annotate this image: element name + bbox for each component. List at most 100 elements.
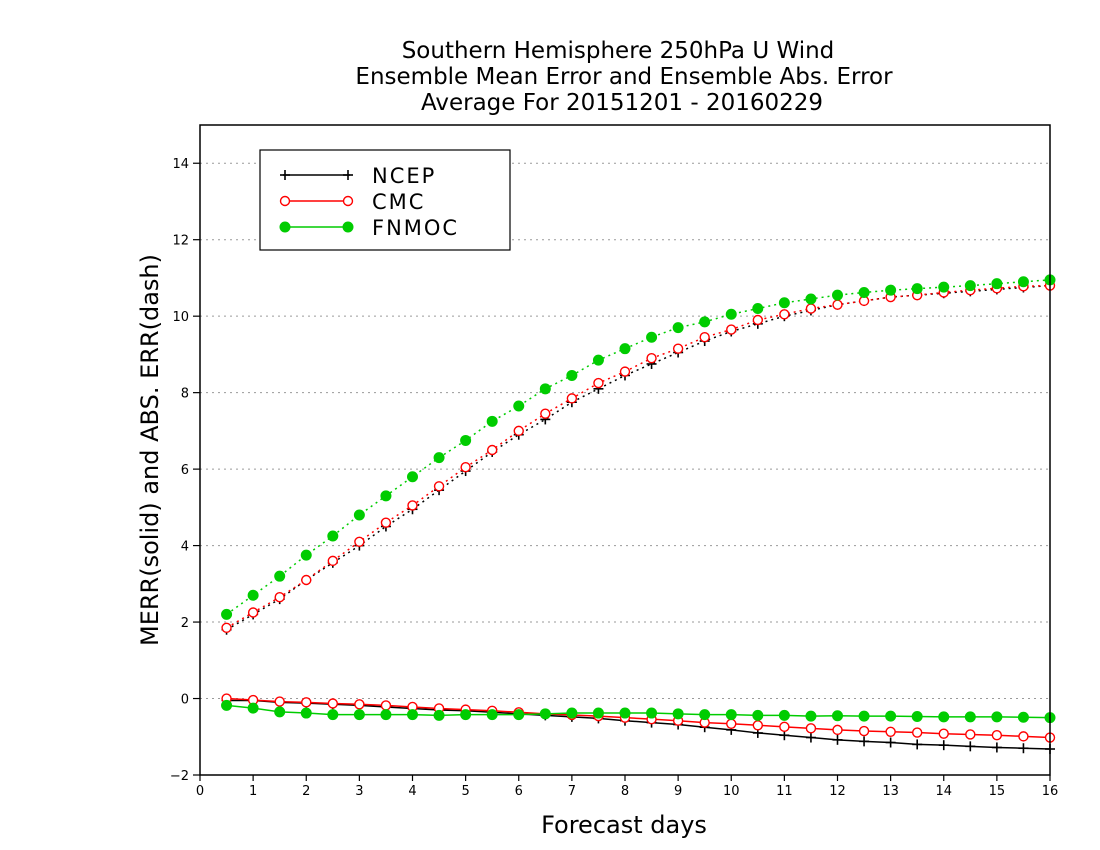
- y-axis-label: MERR(solid) and ABS. ERR(dash): [136, 254, 164, 646]
- merr-point: [353, 709, 365, 721]
- merr-point: [592, 707, 604, 719]
- x-tick-label: 14: [935, 784, 952, 799]
- x-tick-label: 10: [723, 784, 740, 799]
- chart-title: Southern Hemisphere 250hPa U Wind Ensemb…: [355, 38, 893, 116]
- series-fnmoc-abs-err: [221, 274, 1056, 620]
- merr-point: [991, 730, 1003, 741]
- y-tick-label: 10: [172, 310, 189, 325]
- y-tick-label: 8: [181, 387, 189, 402]
- merr-line: [226, 704, 1051, 719]
- series-fnmoc-merr: [221, 699, 1056, 724]
- merr-point: [513, 709, 525, 721]
- y-tick-label: 6: [181, 463, 189, 478]
- merr-point: [885, 737, 896, 748]
- merr-point: [433, 709, 445, 721]
- abs-err-point: [672, 322, 684, 334]
- series: [221, 274, 1056, 754]
- abs-err-point: [513, 400, 525, 412]
- merr-point: [672, 708, 684, 720]
- legend-label: FNMOC: [372, 216, 459, 240]
- merr-point: [991, 711, 1003, 723]
- y-tick-label: 12: [172, 234, 189, 249]
- x-tick-label: 7: [568, 784, 576, 799]
- merr-point: [911, 727, 923, 738]
- abs-err-point: [247, 589, 259, 601]
- legend-marker-right: [343, 170, 353, 180]
- merr-point: [752, 709, 764, 721]
- abs-err-point: [646, 331, 658, 343]
- merr-point: [1018, 743, 1029, 754]
- legend-marker-right: [342, 195, 354, 207]
- merr-point: [938, 740, 949, 751]
- merr-point: [779, 721, 790, 733]
- merr-point: [566, 707, 578, 719]
- y-tick-label: 2: [181, 616, 189, 631]
- x-tick-label: 1: [249, 784, 257, 799]
- merr-point: [699, 709, 711, 721]
- merr-point: [885, 710, 897, 722]
- legend-marker-right: [342, 221, 354, 233]
- merr-point: [885, 726, 896, 737]
- merr-point: [938, 711, 950, 723]
- plot-frame: [199, 124, 1051, 776]
- x-tick-label: 11: [776, 784, 793, 799]
- abs-err-point: [858, 286, 870, 298]
- x-axis-label: Forecast days: [541, 811, 707, 839]
- abs-err-point: [566, 393, 578, 404]
- legend-box: [259, 149, 511, 251]
- merr-point: [301, 697, 312, 708]
- legend-entry-fnmoc: FNMOC: [279, 216, 459, 240]
- abs-err-point: [699, 332, 710, 343]
- merr-point: [964, 711, 976, 723]
- abs-err-point: [938, 281, 950, 293]
- abs-err-point: [592, 354, 604, 366]
- x-tick-label: 4: [408, 784, 416, 799]
- merr-point: [832, 734, 843, 745]
- x-tick-label: 6: [515, 784, 523, 799]
- x-tick-label: 16: [1042, 784, 1059, 799]
- abs-err-point: [805, 303, 817, 314]
- legend-entry-ncep: NCEP: [280, 164, 434, 188]
- x-tick-label: 5: [461, 784, 469, 799]
- x-tick-label: 12: [829, 784, 846, 799]
- abs-err-point: [460, 462, 471, 473]
- merr-point: [805, 710, 817, 722]
- merr-point: [1018, 731, 1029, 742]
- abs-err-point: [221, 622, 232, 633]
- merr-point: [965, 729, 976, 740]
- merr-point: [619, 707, 631, 719]
- merr-point: [778, 709, 790, 721]
- x-tick-label: 0: [196, 784, 204, 799]
- merr-point: [859, 736, 870, 747]
- abs-err-point: [964, 280, 976, 292]
- grid: [200, 162, 1050, 700]
- legend-entry-cmc: CMC: [279, 190, 423, 214]
- y-tick-label: 14: [172, 157, 189, 172]
- abs-err-point: [699, 316, 711, 328]
- legend-marker-left: [279, 195, 291, 207]
- merr-point: [832, 724, 843, 736]
- merr-point: [965, 741, 976, 752]
- abs-err-point: [885, 284, 897, 296]
- merr-line: [226, 699, 1051, 750]
- abs-err-line: [226, 279, 1051, 616]
- merr-point: [725, 709, 737, 721]
- merr-point: [327, 709, 339, 721]
- abs-err-point: [726, 324, 737, 335]
- merr-point: [912, 739, 923, 750]
- abs-err-point: [672, 343, 684, 354]
- abs-err-point: [354, 536, 365, 547]
- abs-err-point: [646, 353, 657, 364]
- merr-point: [247, 702, 259, 714]
- abs-err-point: [407, 500, 418, 511]
- abs-err-line: [226, 284, 1051, 631]
- abs-err-point: [486, 415, 498, 427]
- abs-err-point: [832, 289, 843, 301]
- abs-err-point: [221, 608, 233, 620]
- merr-point: [274, 706, 286, 718]
- merr-point: [646, 707, 658, 719]
- merr-point: [1017, 711, 1029, 723]
- abs-err-point: [725, 308, 737, 320]
